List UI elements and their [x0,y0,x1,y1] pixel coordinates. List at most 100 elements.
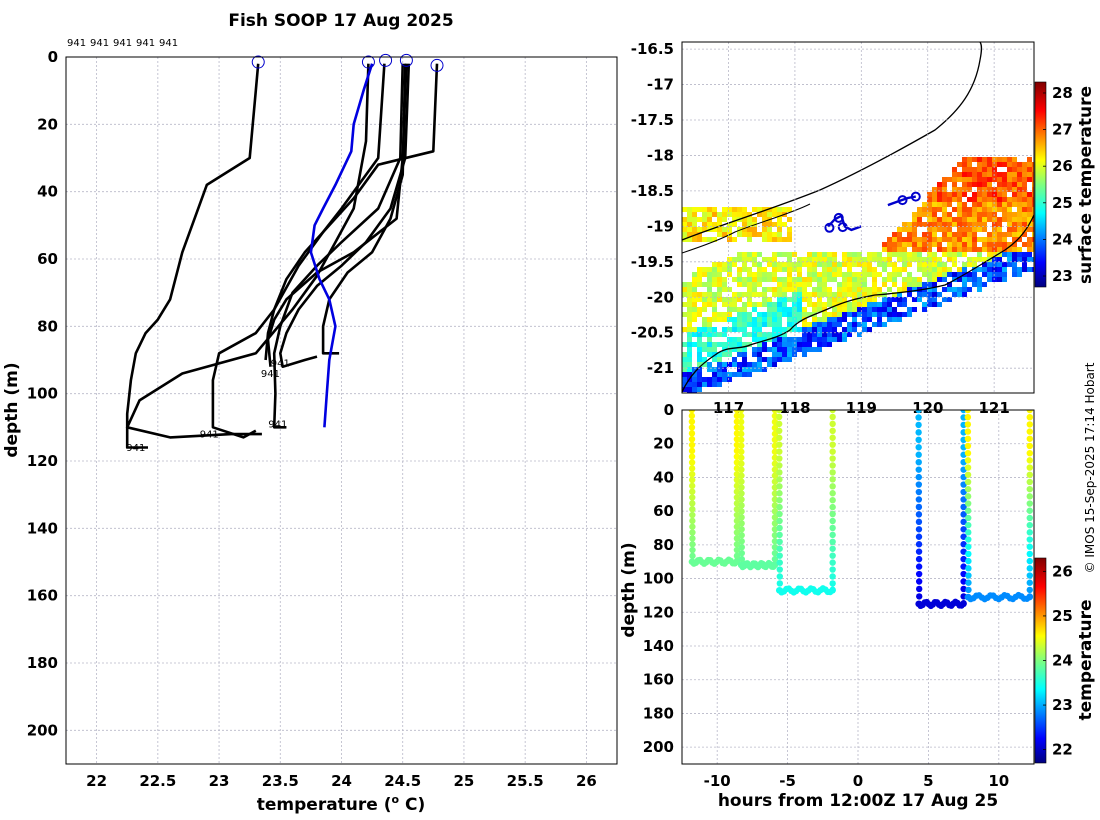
sst-pixel [787,317,792,322]
sst-pixel [802,347,807,352]
sst-pixel [967,272,972,277]
sst-pixel [962,187,967,192]
sst-pixel [1032,227,1034,232]
sst-pixel [972,192,977,197]
sst-pixel [967,232,972,237]
sst-pixel [1022,267,1027,272]
cast-point [915,578,923,585]
sst-pixel [807,347,812,352]
sst-pixel [962,167,967,172]
cast-point [1026,478,1033,486]
sst-pixel [777,287,782,292]
sst-pixel [927,262,932,267]
sst-pixel [957,272,962,277]
sst-pixel [877,322,882,327]
sst-pixel [1007,197,1012,202]
sst-pixel [757,327,762,332]
cast-point [829,434,836,441]
sst-pixel [727,227,732,232]
sst-pixel [712,382,717,387]
sst-pixel [987,177,992,182]
sst-pixel [767,222,772,227]
sst-pixel [752,282,757,287]
sst-pixel [1017,162,1022,167]
sst-pixel [977,227,982,232]
sst-pixel [967,177,972,182]
sst-pixel [707,297,712,302]
sst-pixel [827,277,832,282]
sst-pixel [742,292,747,297]
sst-pixel [867,267,872,272]
sst-pixel [977,172,982,177]
sst-pixel [967,217,972,222]
sst-pixel [817,277,822,282]
sst-pixel [682,287,687,292]
sst-pixel [712,207,717,212]
sst-pixel [857,257,862,262]
sst-pixel [842,287,847,292]
sst-pixel [772,277,777,282]
sst-pixel [842,262,847,267]
sst-pixel [972,217,977,222]
sst-pixel [987,252,992,257]
sst-pixel [902,302,907,307]
sst-pixel [692,307,697,312]
sst-pixel [787,287,792,292]
sst-pixel [697,382,702,387]
sst-pixel [727,212,732,217]
sst-pixel [692,302,697,307]
cast-point [1026,593,1033,601]
sst-pixel [717,227,722,232]
sst-pixel [937,187,942,192]
sst-pixel [857,302,862,307]
sst-pixel [737,227,742,232]
cast-point [775,410,783,414]
sst-pixel [947,212,952,217]
sst-pixel [687,327,692,332]
sst-pixel [737,232,742,237]
cast-point [738,442,745,449]
sst-pixel [802,287,807,292]
cast-point [915,496,923,503]
sst-pixel [1017,192,1022,197]
sst-pixel [892,237,897,242]
sst-pixel [757,232,762,237]
sst-pixel [967,162,972,167]
sst-pixel [722,207,727,212]
sst-pixel [687,322,692,327]
sst-pixel [1007,227,1012,232]
sst-pixel [742,362,747,367]
sst-pixel [942,202,947,207]
sst-pixel [722,372,727,377]
cast-point [916,593,923,600]
sst-pixel [772,237,777,242]
map-xtick-label: 118 [779,399,810,417]
profile-end-label: 941 [271,359,290,370]
sst-pixel [937,227,942,232]
sst-pixel [772,357,777,362]
sst-pixel [922,242,927,247]
sst-pixel [687,362,692,367]
sst-pixel [1002,267,1007,272]
sst-pixel [907,282,912,287]
sst-pixel [1027,207,1032,212]
coastline-group [682,42,1034,393]
sst-pixel [762,212,767,217]
sst-pixel [912,277,917,282]
sst-pixel [1022,227,1027,232]
sst-pixel [967,257,972,262]
sst-pixel [697,327,702,332]
sst-pixel [932,262,937,267]
sst-pixel [947,197,952,202]
sst-pixel [917,262,922,267]
sst-pixel [1032,192,1034,197]
cast-point [733,523,741,530]
sst-pixel [777,277,782,282]
sst-pixel [912,242,917,247]
sst-pixel [692,312,697,317]
sst-pixel [1012,257,1017,262]
sst-pixel [682,227,687,232]
sst-pixel [707,272,712,277]
cast-point [776,434,783,441]
